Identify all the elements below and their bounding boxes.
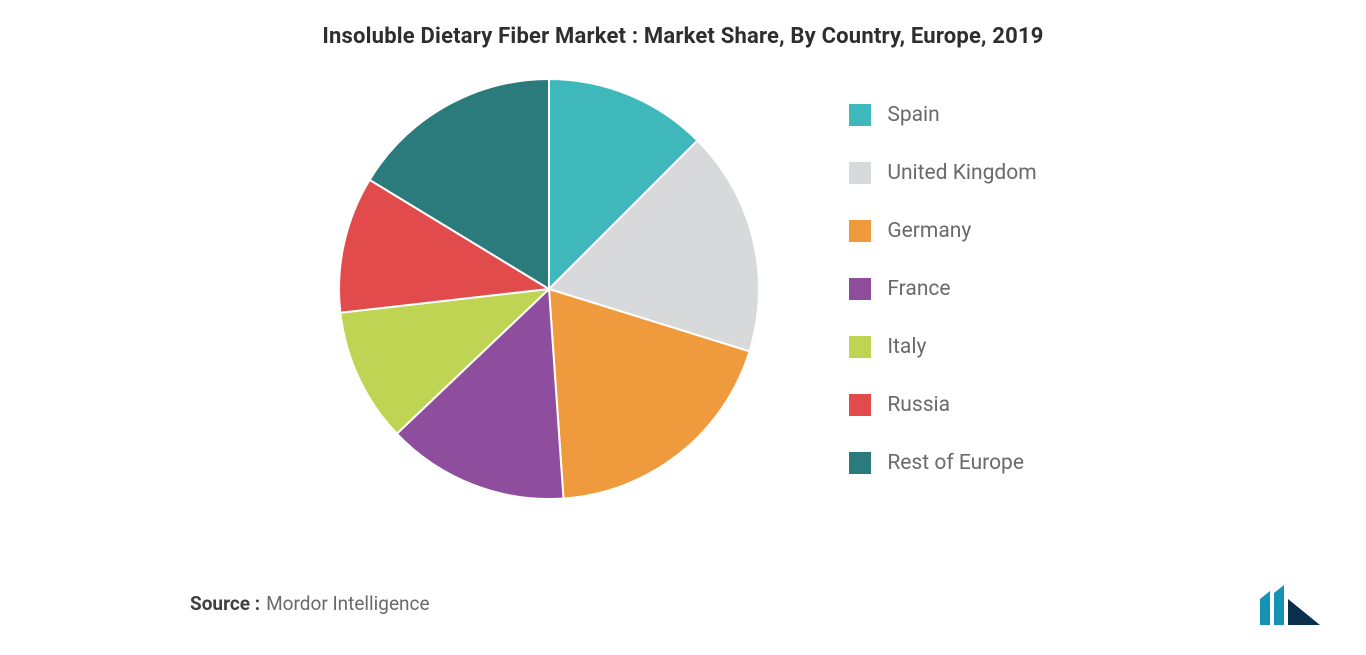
legend-label: Spain bbox=[887, 103, 939, 127]
legend-item: Russia bbox=[849, 393, 1036, 417]
chart-frame: Insoluble Dietary Fiber Market : Market … bbox=[0, 0, 1366, 655]
chart-body-row: Spain United Kingdom Germany France Italy Rus… bbox=[40, 69, 1326, 509]
legend-item: United Kingdom bbox=[849, 161, 1036, 185]
brand-logo-icon bbox=[1258, 585, 1322, 629]
legend-swatch bbox=[849, 162, 871, 184]
legend-label: Rest of Europe bbox=[887, 451, 1024, 475]
brand-logo bbox=[1258, 585, 1322, 629]
legend-item: Italy bbox=[849, 335, 1036, 359]
logo-triangle bbox=[1288, 599, 1320, 625]
pie-chart bbox=[329, 69, 769, 509]
legend: Spain United Kingdom Germany France Italy Rus… bbox=[849, 103, 1036, 475]
chart-title: Insoluble Dietary Fiber Market : Market … bbox=[40, 24, 1326, 49]
legend-item: Rest of Europe bbox=[849, 451, 1036, 475]
logo-bar-2 bbox=[1274, 585, 1284, 625]
source-attribution: Source : Mordor Intelligence bbox=[190, 592, 430, 615]
source-label: Source : bbox=[190, 592, 260, 615]
legend-swatch bbox=[849, 220, 871, 242]
logo-bar-1 bbox=[1260, 591, 1270, 625]
legend-label: Germany bbox=[887, 219, 971, 243]
legend-label: France bbox=[887, 277, 950, 301]
source-value: Mordor Intelligence bbox=[266, 592, 429, 615]
legend-item: Spain bbox=[849, 103, 1036, 127]
legend-label: Russia bbox=[887, 393, 950, 417]
legend-swatch bbox=[849, 336, 871, 358]
legend-label: Italy bbox=[887, 335, 926, 359]
legend-swatch bbox=[849, 452, 871, 474]
legend-label: United Kingdom bbox=[887, 161, 1036, 185]
legend-item: France bbox=[849, 277, 1036, 301]
pie-chart-container bbox=[329, 69, 769, 509]
legend-item: Germany bbox=[849, 219, 1036, 243]
legend-swatch bbox=[849, 394, 871, 416]
legend-swatch bbox=[849, 104, 871, 126]
legend-swatch bbox=[849, 278, 871, 300]
